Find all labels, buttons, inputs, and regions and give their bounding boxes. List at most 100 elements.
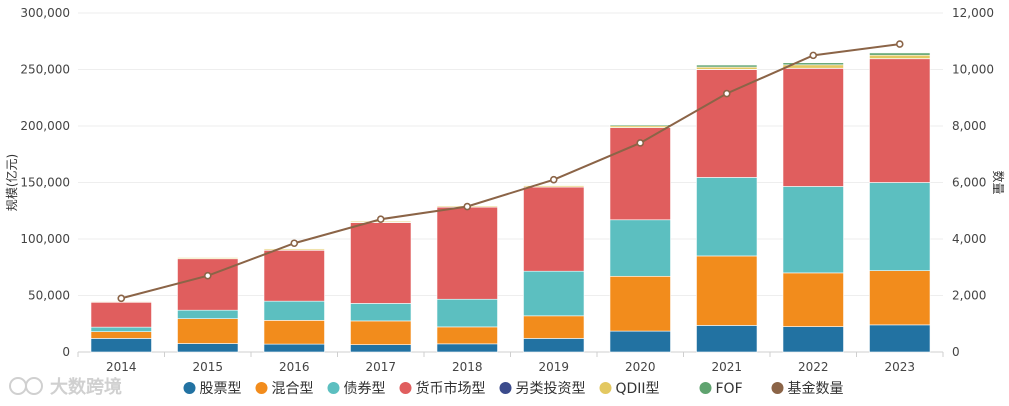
legend-item[interactable]: 另类投资型 <box>499 381 586 397</box>
legend-marker <box>771 382 784 394</box>
bar-segment <box>782 326 844 353</box>
bar-segment <box>609 275 671 332</box>
y-tick-label: 300,000 <box>20 6 70 20</box>
watermark-logo-icon-2 <box>25 377 43 395</box>
legend-marker <box>255 382 268 394</box>
bar-segment <box>436 343 498 353</box>
x-tick-label: 2023 <box>884 360 915 374</box>
bar-segment <box>782 68 844 187</box>
bar-segment <box>869 182 931 271</box>
y-tick-label: 250,000 <box>20 63 70 77</box>
legend-item[interactable]: QDII型 <box>599 381 660 397</box>
legend-item[interactable]: FOF <box>699 381 743 397</box>
bar-segment <box>609 219 671 277</box>
legend-item[interactable]: 基金数量 <box>771 380 844 397</box>
bar-segment <box>436 298 498 328</box>
x-tick-label: 2020 <box>625 360 656 374</box>
legend-marker <box>399 382 412 394</box>
bar-segment <box>869 324 931 353</box>
bar-segment <box>350 344 412 353</box>
legend-item[interactable]: 混合型 <box>255 381 314 397</box>
legend-item[interactable]: 货币市场型 <box>399 380 486 397</box>
y-tick-label: 50,000 <box>28 289 70 303</box>
bar-segment <box>696 66 758 70</box>
y2-tick-label: 6,000 <box>952 176 986 190</box>
line-series <box>120 43 900 300</box>
x-tick-label: 2018 <box>452 360 483 374</box>
legend-label: 债券型 <box>344 381 386 397</box>
bar-segment <box>90 301 152 328</box>
y-tick-label: 100,000 <box>20 232 70 246</box>
bar-segment <box>263 250 325 302</box>
bar-segment <box>177 257 239 259</box>
bar-segment <box>696 325 758 353</box>
bar-segment <box>696 64 758 68</box>
bar-segment <box>696 69 758 178</box>
legend-label: QDII型 <box>616 381 660 397</box>
bar-segment <box>263 343 325 353</box>
y2-tick-label: 4,000 <box>952 232 986 246</box>
bar-segment <box>90 338 152 353</box>
x-tick-label: 2021 <box>711 360 742 374</box>
y-tick-label: 150,000 <box>20 176 70 190</box>
legend-item[interactable]: 债券型 <box>327 381 386 397</box>
bar-segment <box>350 320 412 345</box>
bar-segment <box>696 255 758 326</box>
line-point <box>463 202 472 211</box>
bar-segment <box>782 186 844 274</box>
legend-label: FOF <box>716 381 743 397</box>
y2-tick-label: 8,000 <box>952 119 986 133</box>
line-point <box>117 294 126 303</box>
y-tick-label: 200,000 <box>20 119 70 133</box>
line-point <box>809 51 818 60</box>
legend-marker <box>327 382 340 394</box>
line-point <box>895 40 904 48</box>
legend-label: 混合型 <box>272 381 314 397</box>
bar-segment <box>263 300 325 321</box>
bar-segment <box>696 177 758 257</box>
y2-axis-title: 数量 <box>991 170 1006 194</box>
bar-segment <box>782 272 844 327</box>
legend-marker <box>183 382 196 394</box>
bar-segment <box>523 270 585 317</box>
x-tick-label: 2015 <box>192 360 223 374</box>
watermark: 大数跨境 <box>9 376 122 398</box>
line-point <box>636 139 645 147</box>
bar-segment <box>869 270 931 326</box>
x-tick-label: 2022 <box>798 360 829 374</box>
legend-item[interactable]: 股票型 <box>183 381 242 397</box>
y2-tick-label: 12,000 <box>952 6 994 20</box>
bar-segment <box>869 54 931 59</box>
bar-segment <box>177 343 239 353</box>
y2-tick-label: 0 <box>952 345 960 359</box>
legend-marker <box>499 382 512 394</box>
y2-tick-label: 10,000 <box>952 63 994 77</box>
bar-segment <box>350 222 412 304</box>
x-tick-label: 2016 <box>279 360 310 374</box>
legend-label: 股票型 <box>200 381 242 397</box>
bar-segment <box>90 326 152 332</box>
watermark-logo-icon <box>9 377 27 395</box>
bar-segment <box>523 338 585 353</box>
bar-segment <box>869 52 931 56</box>
bar-segment <box>90 331 152 339</box>
x-tick-label: 2014 <box>106 360 137 374</box>
y2-tick-label: 2,000 <box>952 289 986 303</box>
legend-marker <box>699 382 712 394</box>
bar-segment <box>782 62 844 66</box>
bar-segment <box>177 258 239 311</box>
bar-segment <box>609 124 671 127</box>
bar-segment <box>523 186 585 272</box>
bar-segment <box>263 248 325 251</box>
x-tick-label: 2017 <box>365 360 396 374</box>
watermark-text: 大数跨境 <box>50 376 122 398</box>
bar-segment <box>350 303 412 322</box>
line-point <box>376 215 385 224</box>
bar-segment <box>177 318 239 344</box>
bar-segment <box>523 184 585 186</box>
legend-label: 基金数量 <box>788 380 844 397</box>
line-point <box>203 271 212 280</box>
y-axis-title: 规模(亿元) <box>4 154 19 211</box>
